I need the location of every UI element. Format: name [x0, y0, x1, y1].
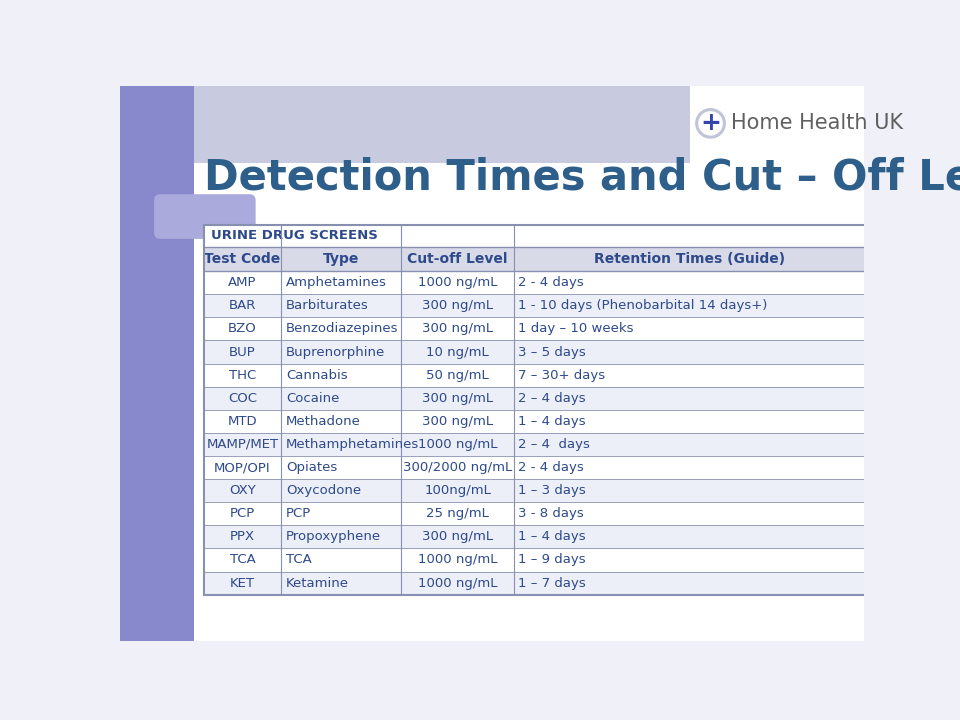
Text: 2 – 4 days: 2 – 4 days [518, 392, 586, 405]
Text: 300 ng/mL: 300 ng/mL [422, 300, 493, 312]
Text: BUP: BUP [229, 346, 255, 359]
Text: OXY: OXY [229, 484, 255, 497]
Text: 7 – 30+ days: 7 – 30+ days [518, 369, 606, 382]
Text: COC: COC [228, 392, 257, 405]
Text: TCA: TCA [286, 554, 312, 567]
Bar [204, 572, 866, 595]
Text: 2 - 4 days: 2 - 4 days [518, 461, 584, 474]
Text: 1 – 9 days: 1 – 9 days [518, 554, 586, 567]
Bar [204, 364, 866, 387]
Text: Type: Type [324, 252, 359, 266]
Text: 1 – 4 days: 1 – 4 days [518, 415, 586, 428]
Bar [194, 86, 689, 163]
Text: Methamphetamines: Methamphetamines [286, 438, 420, 451]
Bar [204, 410, 866, 433]
Text: 1000 ng/mL: 1000 ng/mL [418, 577, 497, 590]
Circle shape [699, 112, 722, 135]
Text: 25 ng/mL: 25 ng/mL [426, 508, 489, 521]
Text: PPX: PPX [229, 531, 255, 544]
Text: 1 – 7 days: 1 – 7 days [518, 577, 587, 590]
Text: 100ng/mL: 100ng/mL [424, 484, 491, 497]
Text: 1 day – 10 weeks: 1 day – 10 weeks [518, 323, 634, 336]
Text: AMP: AMP [228, 276, 256, 289]
Text: Benzodiazepines: Benzodiazepines [286, 323, 398, 336]
Text: 1000 ng/mL: 1000 ng/mL [418, 276, 497, 289]
Text: 1 - 10 days (Phenobarbital 14 days+): 1 - 10 days (Phenobarbital 14 days+) [518, 300, 768, 312]
Text: BZO: BZO [228, 323, 257, 336]
Text: +: + [700, 112, 721, 135]
Text: 300 ng/mL: 300 ng/mL [422, 531, 493, 544]
Text: Retention Times (Guide): Retention Times (Guide) [594, 252, 785, 266]
Text: MAMP/MET: MAMP/MET [206, 438, 278, 451]
Bar [204, 479, 866, 503]
Bar [204, 503, 866, 526]
Text: TCA: TCA [229, 554, 255, 567]
Text: 1 – 4 days: 1 – 4 days [518, 531, 586, 544]
Bar [204, 387, 866, 410]
Text: Detection Times and Cut – Off Levels: Detection Times and Cut – Off Levels [204, 156, 960, 198]
Text: 300 ng/mL: 300 ng/mL [422, 392, 493, 405]
Text: 10 ng/mL: 10 ng/mL [426, 346, 489, 359]
Text: Barbiturates: Barbiturates [286, 300, 369, 312]
Text: 2 - 4 days: 2 - 4 days [518, 276, 584, 289]
Text: Propoxyphene: Propoxyphene [286, 531, 381, 544]
Text: URINE DRUG SCREENS: URINE DRUG SCREENS [211, 229, 378, 242]
Bar [204, 526, 866, 549]
Text: 1000 ng/mL: 1000 ng/mL [418, 554, 497, 567]
Text: Opiates: Opiates [286, 461, 337, 474]
Bar [204, 318, 866, 341]
Text: 1000 ng/mL: 1000 ng/mL [418, 438, 497, 451]
Text: Ketamine: Ketamine [286, 577, 348, 590]
Text: PCP: PCP [229, 508, 255, 521]
Text: PCP: PCP [286, 508, 311, 521]
Bar [204, 433, 866, 456]
Bar [204, 456, 866, 479]
Text: Amphetamines: Amphetamines [286, 276, 387, 289]
Text: Cocaine: Cocaine [286, 392, 339, 405]
Text: 300 ng/mL: 300 ng/mL [422, 415, 493, 428]
Text: 1 – 3 days: 1 – 3 days [518, 484, 587, 497]
Text: Home Health UK: Home Health UK [731, 113, 902, 133]
Text: 3 - 8 days: 3 - 8 days [518, 508, 584, 521]
Bar [204, 294, 866, 318]
Text: THC: THC [228, 369, 256, 382]
Text: MOP/OPI: MOP/OPI [214, 461, 271, 474]
Text: Buprenorphine: Buprenorphine [286, 346, 385, 359]
Text: Cannabis: Cannabis [286, 369, 348, 382]
Bar [204, 225, 866, 595]
Text: 50 ng/mL: 50 ng/mL [426, 369, 489, 382]
Text: BAR: BAR [228, 300, 256, 312]
Text: Cut-off Level: Cut-off Level [407, 252, 508, 266]
Text: 3 – 5 days: 3 – 5 days [518, 346, 587, 359]
Bar [204, 271, 866, 294]
Text: 300/2000 ng/mL: 300/2000 ng/mL [403, 461, 512, 474]
Bar [204, 549, 866, 572]
Text: KET: KET [230, 577, 255, 590]
Text: MTD: MTD [228, 415, 257, 428]
Text: Methadone: Methadone [286, 415, 361, 428]
Circle shape [696, 109, 725, 138]
Text: 300 ng/mL: 300 ng/mL [422, 323, 493, 336]
Text: Test Code: Test Code [204, 252, 280, 266]
Bar [204, 341, 866, 364]
Text: Oxycodone: Oxycodone [286, 484, 361, 497]
Bar [204, 225, 866, 595]
FancyBboxPatch shape [155, 194, 255, 239]
Text: 2 – 4  days: 2 – 4 days [518, 438, 590, 451]
Bar [120, 86, 194, 641]
Bar [204, 246, 866, 271]
